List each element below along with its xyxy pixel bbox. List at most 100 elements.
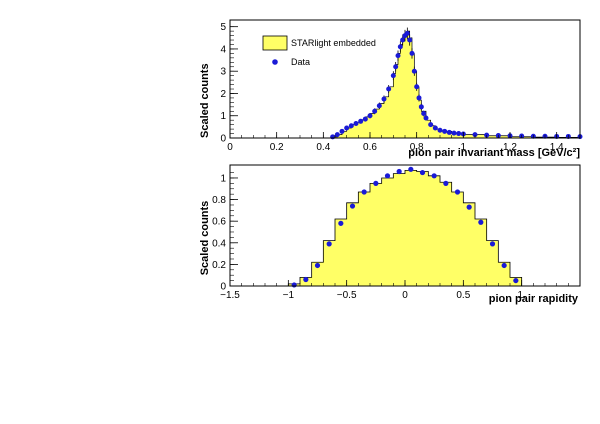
mass-plot-area [328,27,583,140]
mass-data-point [358,118,364,124]
rapidity-plot-area [287,166,523,288]
legend-mc-swatch [262,35,288,51]
rapidity-data-point [443,180,449,186]
rapidity-data-point [396,168,402,175]
rapidity-y-tick-label: 0 [220,282,226,293]
mass-x-axis-title: pion pair invariant mass [GeV/c²] [408,147,580,159]
mass-x-axis: 0 0.2 0.4 0.6 0.8 1 1.2 1.4 [227,132,581,153]
legend: STARlight embedded Data [262,35,376,67]
mass-data-point [456,131,462,137]
mass-y-tick-label: 0 [220,134,226,145]
mass-y-axis: 0 1 2 3 4 5 [220,22,238,145]
mass-y-axis-title: Scaled counts [199,63,211,138]
mass-x-tick-label: 0.4 [316,142,330,153]
mass-data-point [397,44,403,50]
rapidity-x-tick-label: −1 [283,290,295,301]
rapidity-y-tick-label: 0.8 [212,195,226,206]
rapidity-x-axis-title: pion pair rapidity [489,293,579,305]
rapidity-data-point [291,282,297,288]
rapidity-panel: −1.5 −1 −0.5 0 0.5 1. 0 0.2 0.4 0.6 0.8 1 Scaled c… [199,164,581,305]
mass-x-tick-label: 1 [461,142,467,153]
rapidity-data-point [513,277,519,284]
rapidity-y-tick-label: 0.6 [212,217,226,228]
rapidity-data-point [419,169,426,176]
rapidity-data-point [454,189,461,195]
rapidity-data-point [373,180,379,186]
mass-data-point [344,125,350,131]
mass-data-point [367,113,373,119]
rapidity-data-point [384,173,391,179]
mass-data-point [472,132,478,138]
mass-data-point [400,37,406,43]
mass-data-point [423,115,429,121]
mass-data-point [404,30,410,36]
mass-y-tick-label: 5 [220,22,226,33]
rapidity-y-axis-title: Scaled counts [199,201,211,276]
rapidity-x-tick-label: −1.5 [220,290,240,301]
mass-data-point [432,125,438,131]
mass-x-tick-label: 1.4 [550,142,564,153]
rapidity-data-point [501,262,507,269]
mass-x-tick-label: 0.6 [363,142,377,153]
rapidity-data-point [361,189,367,195]
rapidity-data-point [408,166,414,172]
rapidity-x-tick-label: 1. [517,290,525,301]
mass-data-point [418,104,424,110]
rapidity-x-axis: −1.5 −1 −0.5 0 0.5 1. [220,280,581,301]
mass-y-tick-label: 1 [220,111,226,122]
mass-x-tick-label: 0 [227,142,233,153]
mass-data-point [339,128,345,134]
mass-data-point [428,122,434,128]
rapidity-x-tick-label: −0.5 [337,290,357,301]
mass-panel: 0 0.2 0.4 0.6 0.8 1 1.2 1.4 0 1 2 3 4 5 Scaled count… [199,19,583,159]
mass-data-point [451,130,457,136]
mass-data-point [330,134,336,140]
mass-data-point [409,50,415,56]
mass-data-point [416,95,422,101]
mass-data-point [442,128,448,134]
mass-data-point [437,127,443,133]
rapidity-y-tick-label: 0.4 [212,238,226,249]
mass-x-tick-label: 0.8 [410,142,424,153]
mass-data-point [362,116,368,122]
rapidity-data-point [349,203,356,209]
rapidity-mc-histogram [287,170,523,287]
mass-data-point [353,121,359,127]
mass-data-point [446,129,452,135]
rapidity-data-point [489,241,496,247]
mass-data-point [372,108,378,114]
rapidity-data-point [314,262,321,269]
mass-y-tick-label: 4 [220,44,226,55]
mass-data-point [411,68,417,74]
mass-data-point [386,86,392,92]
legend-mc-label: STARlight embedded [291,38,376,48]
rapidity-x-tick-label: 0.5 [456,290,470,301]
legend-data-marker [272,59,278,65]
mass-data-point [414,84,420,90]
rapidity-data-point [478,219,484,225]
mass-data-point [407,37,413,43]
mass-data-point [395,53,401,59]
rapidity-data-point [303,276,309,283]
mass-y-tick-label: 3 [220,67,226,78]
mass-y-tick-label: 2 [220,89,226,100]
mass-data-point [376,103,382,109]
rapidity-y-tick-label: 0.2 [212,260,226,271]
mass-data-point [421,111,427,117]
mass-data-point [334,132,340,138]
rapidity-data-point [466,204,472,210]
mass-data-point [348,123,354,129]
mass-data-point [390,73,396,79]
rapidity-data-point [326,241,332,247]
rapidity-y-tick-label: 1 [220,173,226,184]
mass-data-point [381,96,387,102]
rapidity-x-tick-label: 0 [402,290,408,301]
mass-x-tick-label: 1.2 [503,142,517,153]
mass-x-tick-label: 0.2 [270,142,284,153]
rapidity-data-point [431,173,437,179]
legend-data-label: Data [291,57,310,67]
mass-data-point [393,64,399,70]
rapidity-data-point [338,220,344,226]
rapidity-y-axis: 0 0.2 0.4 0.6 0.8 1 [212,172,238,293]
